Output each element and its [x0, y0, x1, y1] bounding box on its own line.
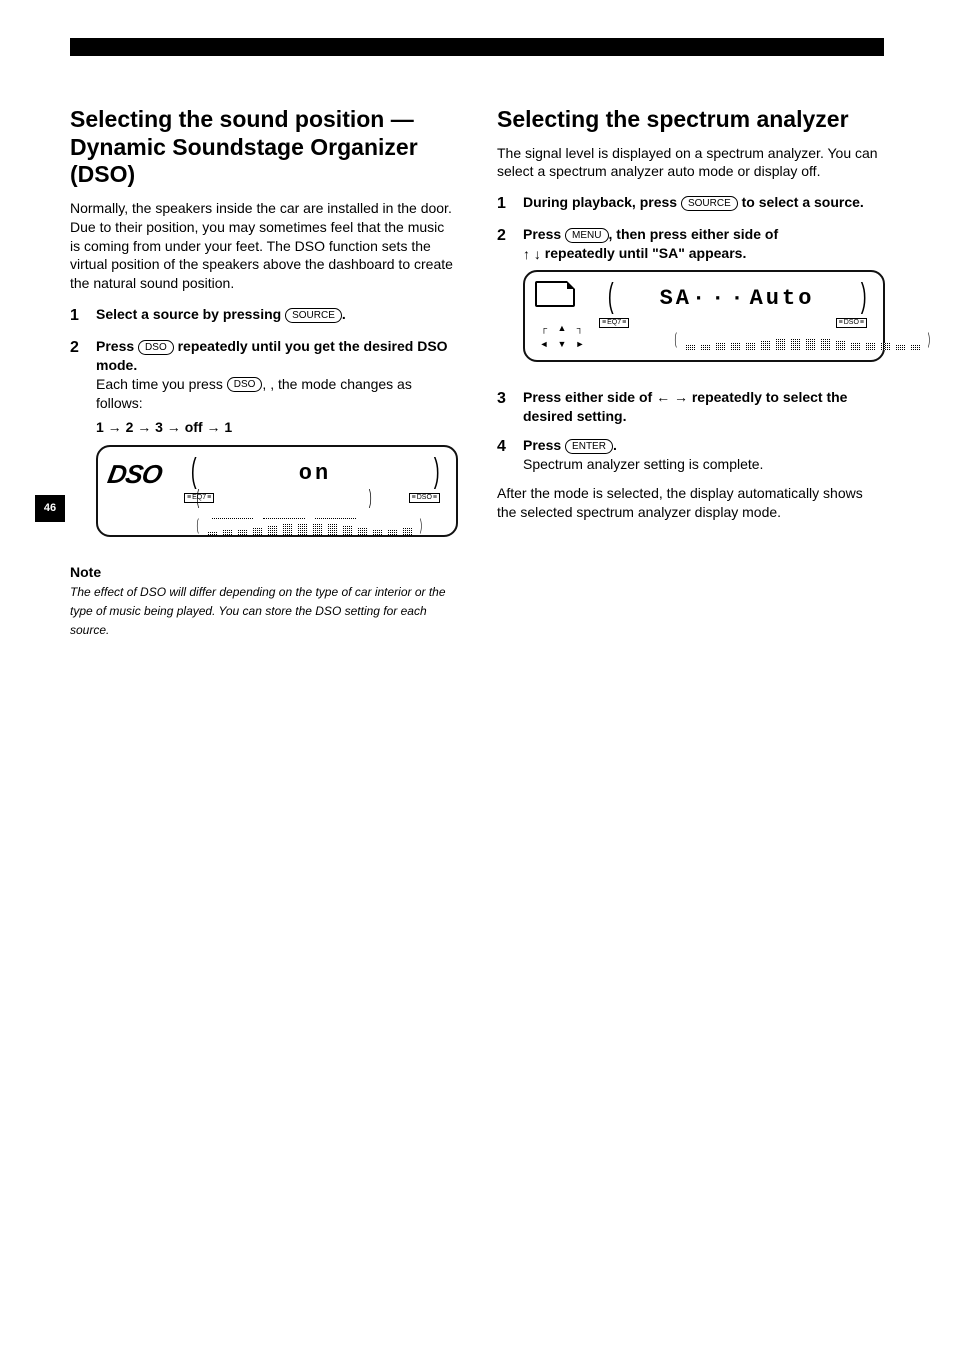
source-button-label: SOURCE [285, 308, 342, 323]
r-step1-post: to select a source. [742, 194, 864, 210]
r-step2-post: repeatedly until "SA" appears. [545, 245, 747, 261]
right-step-1: 1 During playback, press SOURCE to selec… [497, 193, 884, 215]
right-hint: After the mode is selected, the display … [497, 484, 884, 522]
lcd-left-label: DSO [105, 457, 181, 492]
top-black-bar [70, 38, 884, 56]
source-button-label: SOURCE [681, 196, 738, 211]
step-number: 2 [497, 225, 513, 378]
lcd2-sa: SA [660, 286, 692, 311]
up-down-arrows: ↑ ↓ [523, 245, 541, 264]
dso-lcd-display: DSO ( on ) EQ7 DSO ( [96, 445, 458, 537]
step2-pre: Press [96, 338, 134, 354]
r-step2-mid: , then press either side of [609, 226, 779, 242]
r-step4-pre: Press [523, 437, 561, 453]
dso-button-label: DSO [138, 340, 174, 355]
left-column: Selecting the sound position — Dynamic S… [70, 106, 457, 651]
lcd2-auto: Auto [750, 286, 815, 311]
left-title: Selecting the sound position — Dynamic S… [70, 106, 457, 189]
r-step4-post: . [613, 437, 617, 453]
r-step3-pre: Press either side of [523, 389, 652, 405]
step1-post: . [342, 306, 346, 322]
memo-icon [535, 281, 575, 307]
lcd2-dots: ··· [692, 286, 750, 311]
left-step-2: 2 Press DSO repeatedly until you get the… [70, 337, 457, 553]
lcd-tag-dso: DSO [836, 318, 867, 328]
step-number: 1 [70, 305, 86, 327]
lcd-eq-bars: () [593, 332, 939, 350]
right-step-4: 4 Press ENTER. Spectrum analyzer setting… [497, 436, 884, 474]
dso-button-label: DSO [227, 377, 263, 392]
enter-button-label: ENTER [565, 439, 613, 454]
r-step2-pre: Press [523, 226, 561, 242]
right-step-3: 3 Press either side of ← → repeatedly to… [497, 388, 884, 427]
r-step4-detail: Spectrum analyzer setting is complete. [523, 455, 884, 474]
step1-pre: Select a source by pressing [96, 306, 281, 322]
step-number: 4 [497, 436, 513, 474]
dso-modes-sequence: 1 → 2 → 3 → off → 1 [96, 419, 232, 435]
right-intro: The signal level is displayed on a spect… [497, 144, 884, 182]
step-number: 2 [70, 337, 86, 553]
paren-right: ) [431, 459, 441, 489]
step2-detail-pre: Each time you press [96, 376, 223, 392]
lcd-eq-bars: () [108, 517, 446, 535]
step-number: 1 [497, 193, 513, 215]
corner-icons-bottom: ◄▼► [537, 338, 587, 350]
note-body: The effect of DSO will differ depending … [70, 585, 446, 637]
step-number: 3 [497, 388, 513, 427]
r-step1-pre: During playback, press [523, 194, 677, 210]
paren-left: ( [189, 459, 199, 489]
page-number-tab: 46 [35, 495, 65, 522]
lcd-tag-eq7: EQ7 [599, 318, 629, 328]
right-step-2: 2 Press MENU, then press either side of … [497, 225, 884, 378]
paren-left: ( [606, 284, 616, 314]
lcd-center-value: on [210, 459, 419, 489]
lcd-tag-dso: DSO [409, 493, 440, 503]
left-step-1: 1 Select a source by pressing SOURCE. [70, 305, 457, 327]
menu-button-label: MENU [565, 228, 608, 243]
note-heading: Note [70, 564, 101, 580]
right-title: Selecting the spectrum analyzer [497, 106, 884, 134]
sa-lcd-display: ( SA···Auto ) ┌▲┐ EQ7 [523, 270, 885, 362]
left-right-arrows: ← → [656, 388, 688, 407]
right-column: Selecting the spectrum analyzer The sign… [497, 106, 884, 651]
left-intro: Normally, the speakers inside the car ar… [70, 199, 457, 293]
corner-icons: ┌▲┐ [537, 322, 587, 334]
paren-right: ) [858, 284, 868, 314]
